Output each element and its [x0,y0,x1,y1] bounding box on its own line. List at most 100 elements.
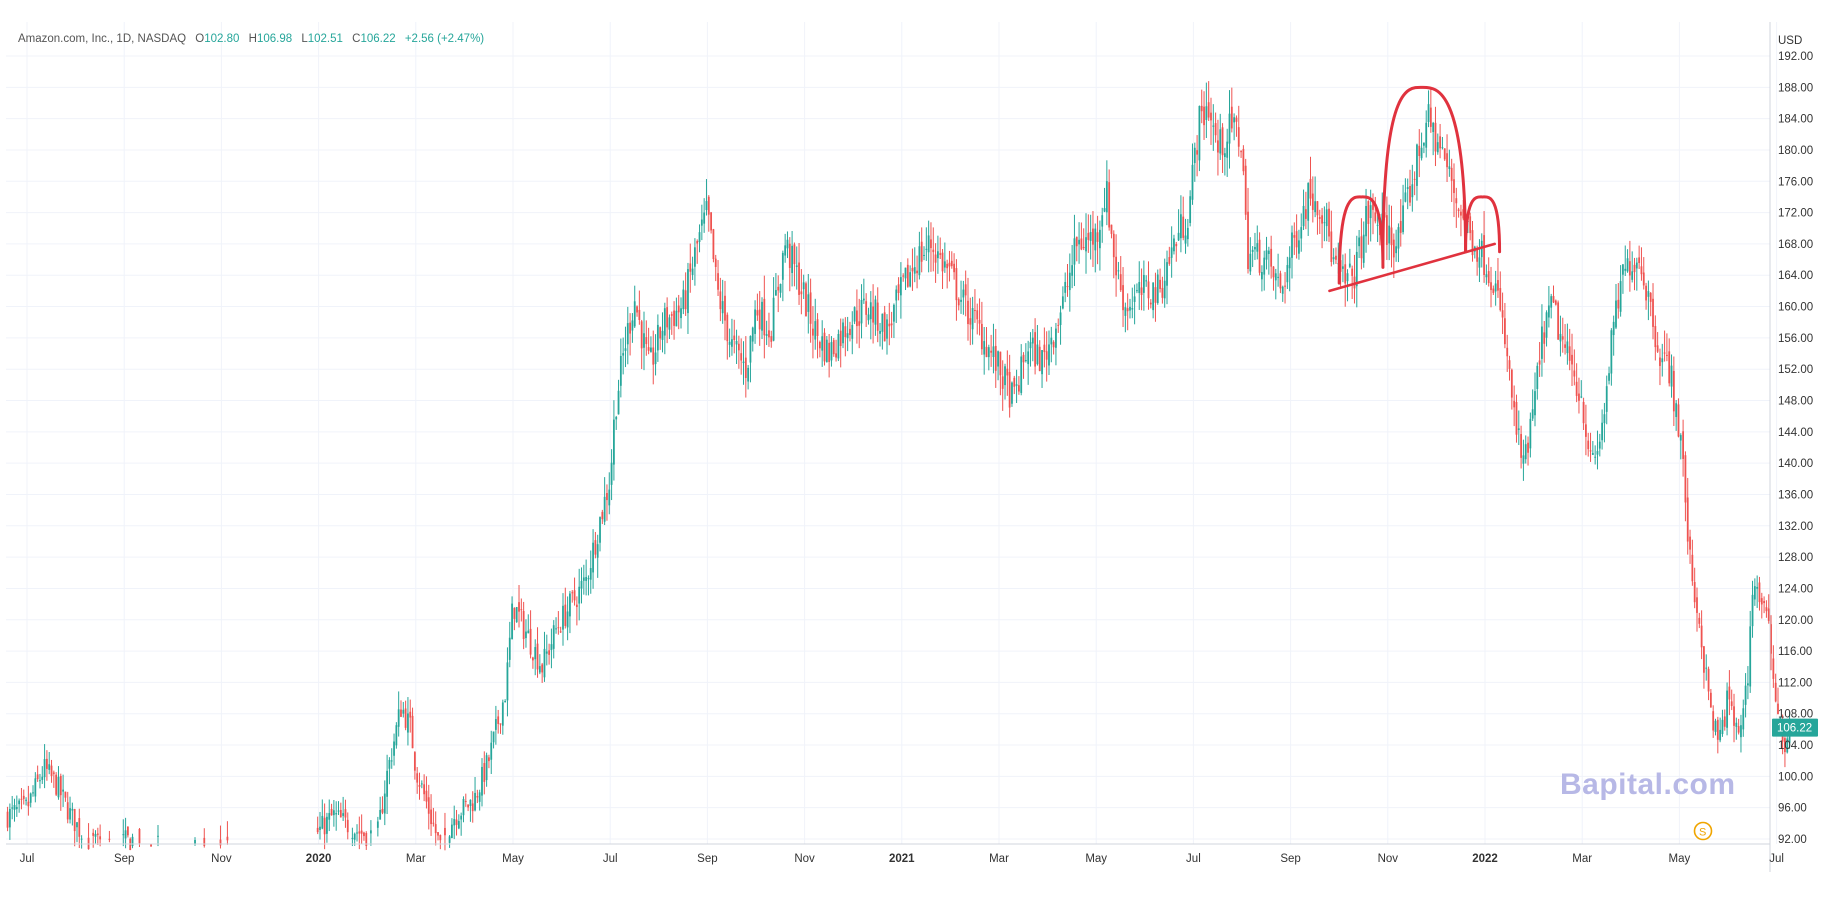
candle [1015,369,1018,404]
candle [543,631,546,682]
candle [1554,299,1557,306]
candle [726,312,729,360]
y-tick-label: 144.00 [1778,427,1813,439]
symbol-title[interactable]: Amazon.com, Inc., 1D, NASDAQ [18,33,187,45]
candle [1170,226,1173,278]
candle [409,699,412,733]
candle [332,799,335,827]
candle [73,808,76,847]
candle [1152,282,1155,319]
candle [1719,717,1722,743]
candle [1594,445,1597,465]
candle [698,224,701,253]
candle [566,596,569,641]
candle [1307,182,1310,236]
candle [1367,200,1370,245]
candle [899,262,902,319]
candle [1446,134,1448,182]
candle [1071,244,1074,289]
candle [927,220,930,273]
y-tick-label: 152.00 [1778,364,1813,376]
candle [858,298,861,349]
pattern-shoulder-arc[interactable] [1337,195,1385,285]
candle [876,287,879,343]
candle [652,330,655,385]
candle [663,302,666,355]
candle [538,654,541,675]
candle [497,709,500,734]
candle [668,314,671,340]
candle [416,767,419,794]
candle [717,260,719,297]
candle [1497,258,1499,298]
candle [1184,218,1187,254]
candle [615,415,618,430]
open-label: O [195,33,205,45]
candle [758,291,761,346]
candle [226,821,229,845]
time-axis[interactable]: Jul Sep Nov 2020 Mar May Jul Sep Nov 2021 Mar May Ju… [20,853,1784,865]
candle [1429,87,1432,133]
candle [407,697,409,746]
candle [1686,477,1689,555]
candle [508,621,511,668]
candle [939,237,942,259]
price-axis[interactable]: 92.00 96.00 100.00 104.00 108.00 112.00 116.00… [1778,51,1813,846]
candle [985,327,988,358]
candle [1455,187,1458,228]
candle [1747,666,1749,700]
candle [974,289,976,323]
candle [545,634,548,666]
candle [34,772,37,803]
candle [696,239,699,264]
candle [1311,176,1314,223]
candle [1682,419,1685,477]
candle [883,305,886,342]
candle [1258,232,1261,276]
candle [96,827,99,845]
candle [562,593,564,646]
candle [356,824,358,842]
candle [342,796,345,822]
candle [1004,363,1006,400]
candle [603,477,606,526]
candle [779,283,782,298]
candle [992,323,995,374]
candle [1591,440,1594,456]
candle [1578,377,1580,414]
candle [321,799,324,830]
neckline[interactable] [1328,242,1497,293]
candle [1117,261,1120,280]
candle [36,765,39,782]
candle [1237,105,1240,157]
candle [1124,302,1127,333]
candle [1457,207,1460,218]
candle [888,302,891,346]
candle [92,828,95,848]
candle [1418,129,1421,178]
candle [805,281,807,317]
candle [506,647,509,717]
candle [1538,342,1541,377]
candle [816,313,819,359]
candle [1205,82,1208,139]
head-and-shoulders-pattern [1328,85,1502,293]
candle [825,336,828,363]
candle [87,823,90,850]
x-tick-label: Mar [406,853,426,865]
pattern-shoulder-arc[interactable] [1464,195,1502,254]
candle [1666,333,1668,362]
candle [404,700,407,731]
candle [1753,578,1756,606]
candle [1212,104,1215,151]
candle [624,326,627,368]
candle [1571,333,1573,387]
candle [1612,315,1615,356]
dividend-event-icon[interactable]: S [1693,821,1713,841]
candle [1531,389,1534,421]
candle [1610,328,1613,386]
pattern-head-arc[interactable] [1381,85,1468,262]
candle [705,179,708,216]
candle [906,258,909,288]
